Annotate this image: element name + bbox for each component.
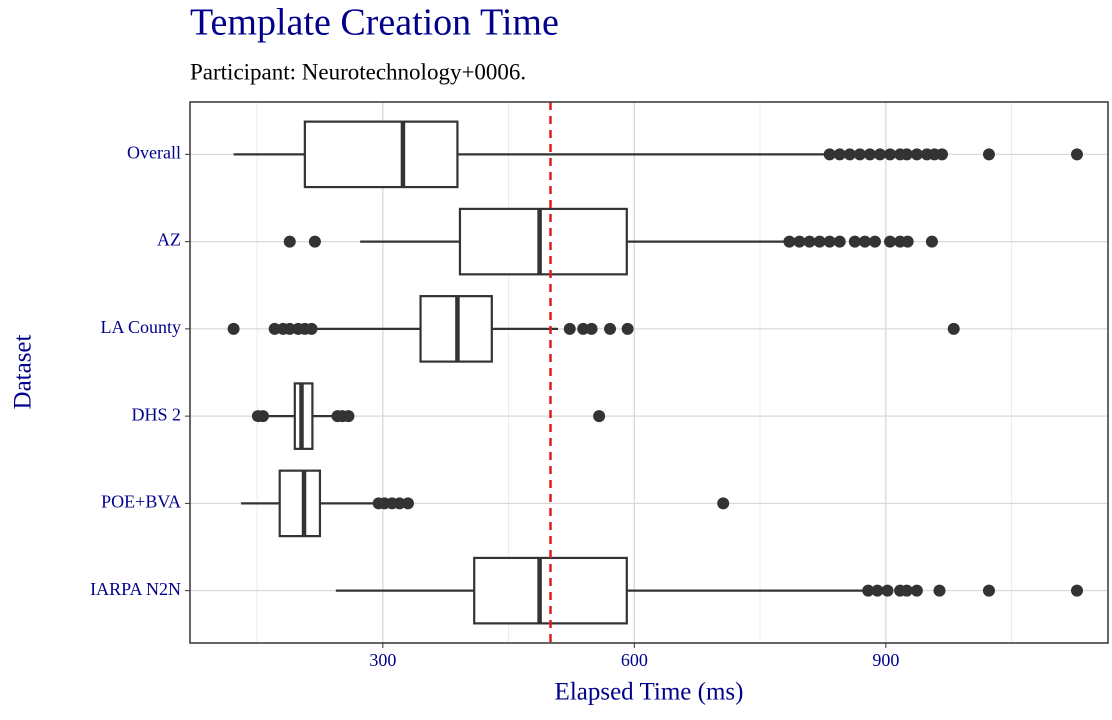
outlier: [933, 584, 946, 597]
outlier: [563, 322, 576, 335]
outlier: [936, 148, 949, 161]
y-tick-label: POE+BVA: [101, 492, 181, 512]
outlier: [900, 584, 913, 597]
outlier: [863, 148, 876, 161]
outlier: [308, 235, 321, 248]
outlier: [305, 322, 318, 335]
outlier: [342, 410, 355, 423]
outlier: [621, 322, 634, 335]
y-axis-title: Dataset: [10, 334, 37, 409]
outlier: [910, 148, 923, 161]
outlier: [393, 497, 406, 510]
outlier: [868, 235, 881, 248]
chart-title: Template Creation Time: [190, 2, 559, 44]
outlier: [884, 148, 897, 161]
outlier: [1070, 584, 1083, 597]
outlier: [925, 235, 938, 248]
outlier: [858, 235, 871, 248]
outlier: [833, 235, 846, 248]
outlier: [268, 322, 281, 335]
outlier: [900, 148, 913, 161]
outlier: [910, 584, 923, 597]
outlier: [783, 235, 796, 248]
outlier: [871, 584, 884, 597]
x-tick-label: 900: [872, 650, 899, 670]
outlier: [717, 497, 730, 510]
outlier: [947, 322, 960, 335]
box: [458, 207, 628, 276]
outlier: [585, 322, 598, 335]
outlier: [901, 235, 914, 248]
box: [278, 469, 322, 538]
outlier: [803, 235, 816, 248]
box: [303, 120, 459, 189]
outlier: [853, 148, 866, 161]
y-tick-label: Overall: [127, 142, 181, 162]
outlier: [823, 235, 836, 248]
outlier: [813, 235, 826, 248]
y-tick-label: DHS 2: [131, 404, 181, 424]
outlier: [604, 322, 617, 335]
y-tick-label: LA County: [100, 317, 181, 337]
outlier: [401, 497, 414, 510]
outlier: [1070, 148, 1083, 161]
outlier: [793, 235, 806, 248]
outlier: [283, 235, 296, 248]
x-tick-label: 300: [369, 650, 396, 670]
outlier: [881, 584, 894, 597]
outlier: [982, 584, 995, 597]
chart-subtitle: Participant: Neurotechnology+0006.: [190, 59, 526, 84]
outlier: [227, 322, 240, 335]
outlier: [873, 148, 886, 161]
x-axis-title: Elapsed Time (ms): [555, 679, 744, 706]
y-tick-label: AZ: [157, 230, 181, 250]
outlier: [256, 410, 269, 423]
outlier: [843, 148, 856, 161]
x-tick-label: 600: [621, 650, 648, 670]
outlier: [982, 148, 995, 161]
outlier: [823, 148, 836, 161]
outlier: [862, 584, 875, 597]
plot-border: [189, 101, 1109, 644]
y-tick-label: IARPA N2N: [90, 579, 181, 599]
outlier: [577, 322, 590, 335]
outlier: [848, 235, 861, 248]
outlier: [593, 410, 606, 423]
outlier: [833, 148, 846, 161]
outlier: [283, 322, 296, 335]
outlier: [884, 235, 897, 248]
